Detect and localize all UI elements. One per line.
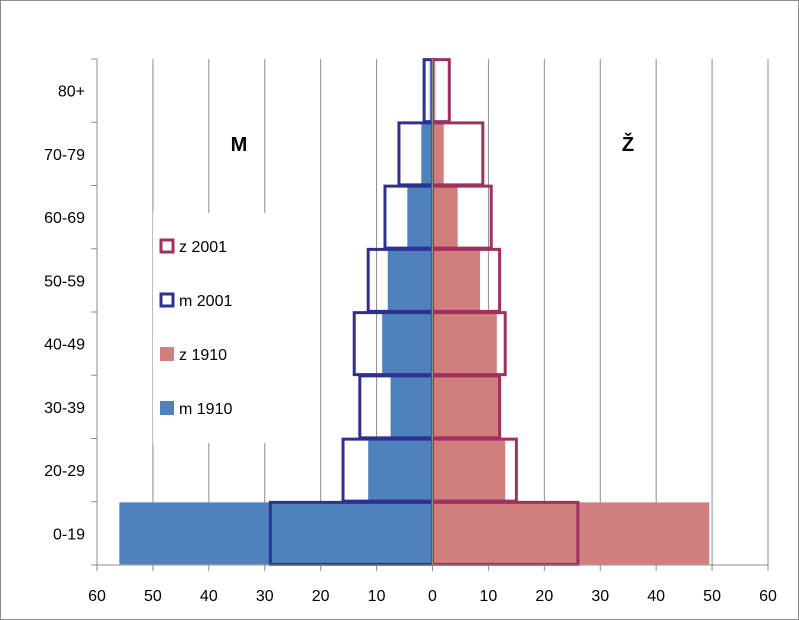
bar-m-1910 (390, 375, 433, 438)
y-tick-label: 60-69 (44, 210, 85, 227)
bar-z-1910 (432, 439, 506, 502)
y-tick-label: 30-39 (44, 400, 85, 417)
x-tick-label: 60 (759, 588, 777, 605)
bar-z-1910 (432, 249, 481, 312)
bar-m-1910 (119, 502, 433, 565)
bar-z-1910 (432, 186, 458, 249)
x-tick-label: 40 (647, 588, 665, 605)
x-tick-label: 20 (535, 588, 553, 605)
x-tick-label: 0 (428, 588, 437, 605)
bar-z-1910 (432, 502, 710, 565)
x-tick-label: 30 (591, 588, 609, 605)
x-tick-label: 30 (256, 588, 274, 605)
bar-z-1910 (432, 312, 497, 375)
legend-swatch (160, 347, 174, 361)
bar-z-1910 (432, 122, 444, 185)
x-tick-label: 50 (144, 588, 162, 605)
y-tick-label: 50-59 (44, 273, 85, 290)
x-tick-label: 50 (703, 588, 721, 605)
legend-swatch (159, 238, 175, 254)
y-tick-label: 70-79 (44, 147, 85, 164)
legend-label: m 1910 (179, 401, 232, 418)
x-tick-label: 10 (368, 588, 386, 605)
bar-m-1910 (387, 249, 433, 312)
label-women: Ž (622, 132, 634, 156)
x-tick-label: 20 (312, 588, 330, 605)
bar-m-1910 (421, 122, 433, 185)
y-tick-label: 0-19 (53, 526, 85, 543)
legend-swatch (159, 292, 175, 308)
x-tick-label: 10 (480, 588, 498, 605)
y-tick-label: 80+ (58, 84, 85, 101)
bar-m-1910 (407, 186, 433, 249)
legend-label: z 2001 (179, 239, 227, 256)
x-tick-label: 40 (200, 588, 218, 605)
y-tick-label: 40-49 (44, 337, 85, 354)
legend-label: m 2001 (179, 293, 232, 310)
legend-label: z 1910 (179, 347, 227, 364)
bar-m-1910 (368, 439, 433, 502)
y-tick-label: 20-29 (44, 463, 85, 480)
bar-z-1910 (432, 375, 500, 438)
x-tick-label: 60 (88, 588, 106, 605)
bar-m-1910 (382, 312, 433, 375)
legend-swatch (160, 401, 174, 415)
label-men: M (231, 134, 248, 156)
